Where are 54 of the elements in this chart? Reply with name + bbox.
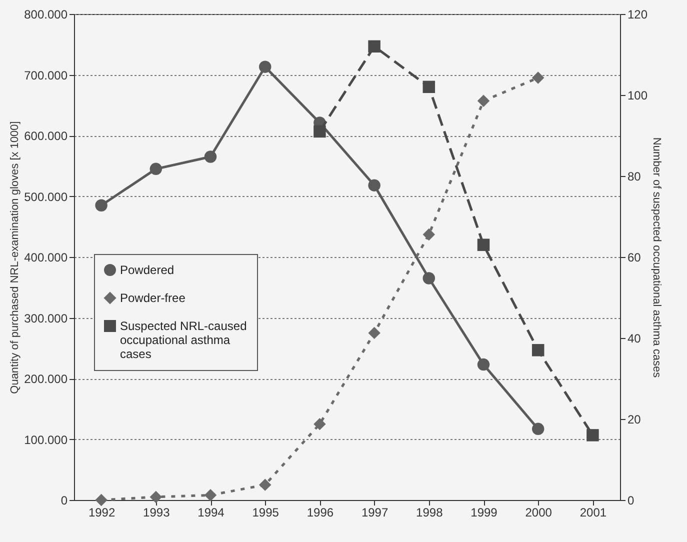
legend-label: Suspected NRL-caused occupational asthma cases: [120, 319, 247, 361]
x-tick-label: 1993: [143, 506, 170, 520]
point: [314, 418, 326, 430]
y-tick-label: 200.000: [24, 372, 68, 386]
y2-tick-label: 120: [628, 8, 648, 22]
y2-axis-title: Number of suspected occupational asthma cases: [650, 137, 663, 378]
point: [95, 199, 108, 212]
y2-tick-label: 0: [628, 494, 634, 508]
y-axis-title: Quantity of purchased NRL-examination gloves [x 1000]: [9, 121, 22, 394]
x-tick-label: 1997: [361, 506, 388, 520]
point: [477, 238, 490, 251]
x-tick-label: 1998: [416, 506, 444, 520]
point: [422, 228, 436, 241]
point: [477, 94, 490, 107]
y-tick-label: 100.000: [24, 432, 68, 447]
x-tick-label: 2001: [580, 506, 607, 520]
point: [368, 179, 380, 192]
y2-tick-label: 60: [628, 250, 642, 264]
legend-label: Powdered: [120, 263, 174, 277]
y-tick-label: 700.000: [24, 68, 68, 82]
point: [368, 40, 380, 53]
legend-label: Powder-free: [120, 291, 186, 305]
x-tick-label: 1992: [88, 506, 116, 520]
point: [204, 150, 217, 163]
point: [204, 489, 217, 502]
x-tick-label: 2000: [525, 506, 552, 520]
point: [586, 429, 599, 442]
y-tick-label: 600.000: [24, 129, 68, 143]
point: [95, 494, 108, 506]
x-tick-label: 1999: [470, 506, 498, 520]
point: [422, 272, 436, 284]
point: [368, 326, 380, 340]
point: [314, 125, 326, 138]
y-tick-label: 800.000: [24, 8, 68, 22]
y2-tick-label: 40: [628, 332, 642, 346]
point: [532, 72, 544, 84]
point: [150, 162, 162, 176]
point: [150, 490, 162, 504]
y-tick-label: 400.000: [24, 250, 68, 264]
point: [258, 478, 272, 491]
x-tick-label: 1994: [198, 506, 225, 520]
point: [532, 344, 544, 356]
point: [422, 80, 436, 94]
y2-tick-label: 100: [628, 88, 648, 102]
y2-tick-label: 20: [628, 412, 642, 426]
y-tick-label: 300.000: [24, 311, 68, 326]
x-tick-label: 1996: [306, 506, 334, 520]
point: [532, 422, 544, 436]
point: [477, 358, 490, 371]
y-tick-label: 500.000: [24, 190, 68, 204]
x-tick-label: 1995: [252, 506, 280, 520]
y-tick-label: 0: [60, 494, 68, 508]
point: [258, 60, 272, 73]
y2-tick-label: 80: [628, 170, 642, 184]
